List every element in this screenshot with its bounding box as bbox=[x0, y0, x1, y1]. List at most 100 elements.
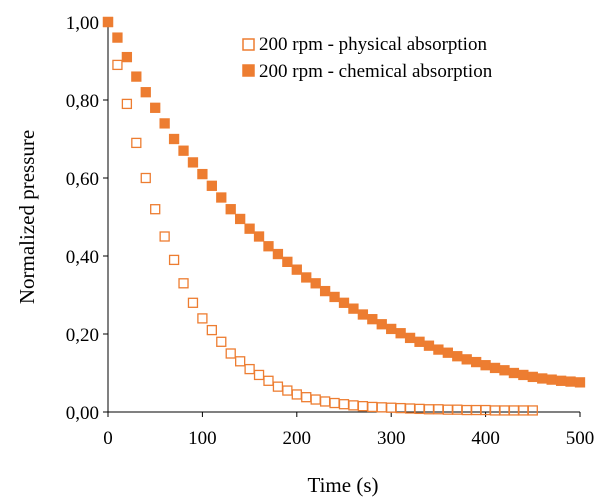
data-point bbox=[480, 360, 491, 371]
data-point bbox=[414, 336, 425, 347]
data-point bbox=[546, 374, 557, 385]
data-point bbox=[282, 256, 293, 268]
data-point bbox=[291, 389, 302, 400]
series-chemical-absorption bbox=[102, 16, 586, 388]
data-point bbox=[461, 404, 472, 416]
data-point bbox=[518, 405, 529, 416]
data-point bbox=[499, 405, 510, 416]
data-point bbox=[433, 344, 444, 355]
data-point bbox=[102, 16, 114, 28]
y-tick-label: 0,60 bbox=[66, 169, 99, 190]
y-tick-label: 1,00 bbox=[66, 13, 99, 34]
data-point bbox=[272, 248, 284, 260]
data-point bbox=[319, 396, 331, 407]
data-point bbox=[367, 401, 378, 413]
data-point bbox=[376, 402, 387, 413]
data-point bbox=[159, 231, 170, 242]
data-point bbox=[471, 356, 482, 368]
legend-marker-physical bbox=[242, 38, 255, 51]
data-point bbox=[452, 351, 463, 362]
data-point bbox=[348, 303, 359, 314]
data-point bbox=[518, 369, 529, 381]
data-point bbox=[471, 404, 482, 416]
data-point bbox=[565, 376, 576, 387]
y-tick-label: 0,40 bbox=[66, 247, 99, 268]
data-point bbox=[555, 375, 567, 386]
data-point bbox=[499, 365, 510, 376]
data-point bbox=[452, 404, 463, 415]
data-point bbox=[537, 373, 548, 384]
x-tick-label: 100 bbox=[188, 428, 217, 449]
y-axis-label: Normalized pressure bbox=[15, 130, 39, 304]
data-point bbox=[235, 356, 246, 367]
data-point bbox=[423, 340, 435, 351]
x-axis-label: Time (s) bbox=[308, 473, 379, 497]
x-tick-label: 200 bbox=[283, 428, 312, 449]
data-point bbox=[272, 381, 284, 392]
data-point bbox=[442, 404, 453, 415]
data-point bbox=[244, 363, 255, 375]
data-point bbox=[140, 172, 151, 184]
data-point bbox=[508, 405, 520, 416]
data-point bbox=[121, 98, 133, 110]
data-point bbox=[168, 254, 180, 266]
data-point bbox=[357, 400, 369, 412]
data-point bbox=[386, 323, 397, 335]
data-point bbox=[357, 309, 369, 320]
data-point bbox=[131, 137, 142, 149]
data-point bbox=[197, 313, 208, 324]
data-point bbox=[329, 291, 340, 303]
x-tick-label: 400 bbox=[471, 428, 500, 449]
legend-marker-chemical bbox=[242, 64, 255, 77]
data-point bbox=[150, 204, 161, 215]
data-point bbox=[206, 180, 217, 191]
data-point bbox=[461, 354, 472, 365]
data-point bbox=[527, 371, 538, 383]
data-point bbox=[112, 32, 123, 43]
data-point bbox=[216, 336, 227, 347]
legend-label-physical: 200 rpm - physical absorption bbox=[259, 34, 487, 55]
data-point bbox=[338, 297, 350, 308]
x-tick-label: 0 bbox=[103, 428, 113, 449]
data-point bbox=[112, 59, 123, 71]
data-point bbox=[225, 204, 236, 215]
data-point bbox=[291, 264, 302, 275]
y-tick-label: 0,00 bbox=[66, 403, 99, 424]
data-point bbox=[489, 405, 501, 416]
data-point bbox=[301, 392, 312, 403]
data-point bbox=[386, 402, 397, 413]
data-point bbox=[235, 213, 246, 225]
data-point bbox=[338, 399, 350, 410]
data-point bbox=[282, 385, 293, 396]
data-point bbox=[206, 324, 217, 336]
data-point bbox=[367, 314, 378, 325]
legend: 200 rpm - physical absorption 200 rpm - … bbox=[242, 34, 493, 82]
data-point bbox=[216, 192, 227, 203]
data-point bbox=[319, 285, 331, 297]
data-point bbox=[178, 145, 189, 156]
y-tick-label: 0,80 bbox=[66, 91, 99, 112]
data-point bbox=[508, 367, 520, 379]
data-point bbox=[395, 402, 406, 414]
data-point bbox=[376, 319, 387, 330]
data-point bbox=[310, 278, 321, 289]
data-point bbox=[348, 400, 359, 411]
legend-label-chemical: 200 rpm - chemical absorption bbox=[259, 61, 493, 82]
series-physical-absorption bbox=[102, 16, 538, 416]
data-point bbox=[527, 405, 538, 416]
y-ticks: 0,00 0,20 0,40 0,60 0,80 1,00 bbox=[66, 13, 108, 424]
data-point bbox=[131, 71, 142, 82]
data-point bbox=[574, 377, 586, 388]
data-point bbox=[225, 348, 236, 359]
data-point bbox=[187, 157, 199, 168]
data-point bbox=[395, 328, 406, 339]
data-point bbox=[121, 51, 133, 63]
data-point bbox=[301, 272, 312, 283]
x-tick-label: 500 bbox=[566, 428, 595, 449]
data-point bbox=[404, 332, 416, 344]
data-point bbox=[140, 87, 151, 98]
data-point bbox=[253, 369, 265, 381]
data-point bbox=[263, 241, 274, 252]
axes bbox=[107, 22, 580, 413]
